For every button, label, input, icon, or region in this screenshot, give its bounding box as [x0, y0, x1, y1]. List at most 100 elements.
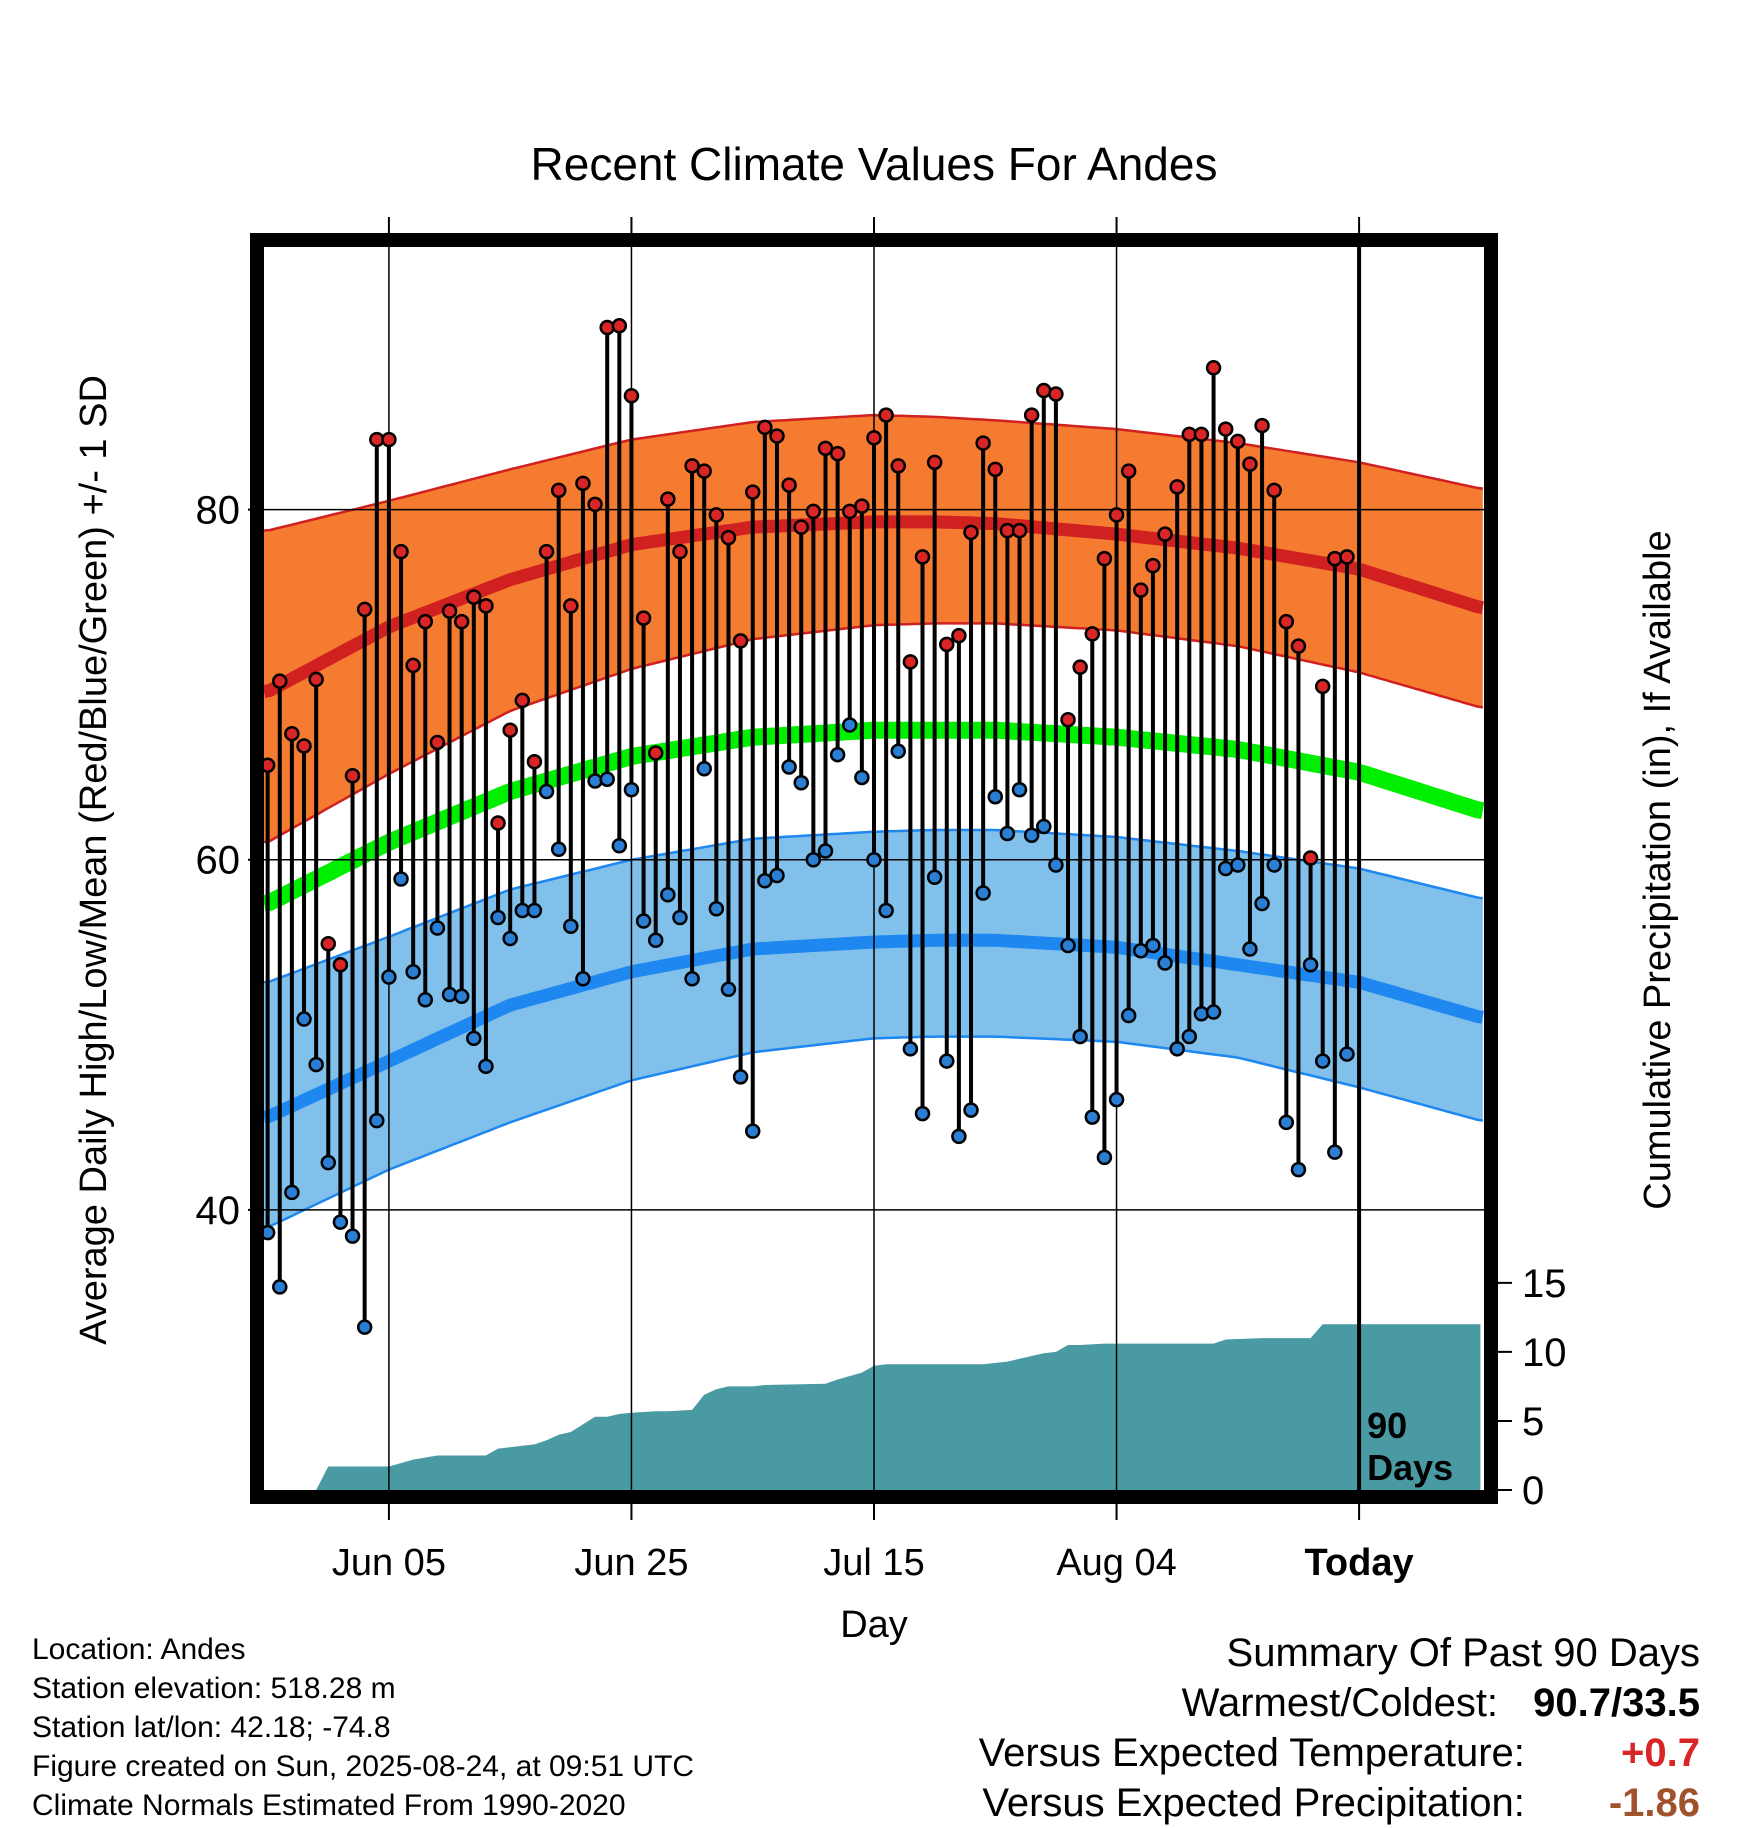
low-point	[1048, 857, 1064, 873]
high-point	[587, 496, 603, 513]
low-point	[769, 867, 785, 884]
high-point	[902, 654, 919, 670]
high-point	[284, 725, 300, 742]
low-point	[951, 1128, 967, 1145]
today-marker-label: 90	[1367, 1405, 1407, 1446]
low-point	[781, 759, 797, 775]
low-point	[1096, 1149, 1113, 1166]
high-point	[1120, 463, 1137, 479]
low-point	[914, 1105, 931, 1122]
created-text: Figure created on Sun, 2025-08-24, at 09…	[32, 1750, 695, 1783]
high-point	[1254, 417, 1270, 434]
low-point	[1266, 857, 1282, 873]
high-point	[1133, 582, 1149, 598]
low-point	[805, 851, 822, 868]
chart-title: Recent Climate Values For Andes	[531, 138, 1218, 190]
low-point	[720, 981, 737, 998]
low-point	[284, 1184, 300, 1201]
low-point	[1339, 1046, 1355, 1062]
low-point	[1084, 1109, 1101, 1125]
low-point	[1108, 1091, 1125, 1108]
low-point	[272, 1279, 288, 1295]
high-point	[611, 318, 628, 334]
high-point	[1242, 456, 1258, 472]
low-point	[1181, 1028, 1198, 1045]
high-point	[720, 529, 737, 546]
high-point	[744, 484, 761, 500]
high-point	[1011, 522, 1028, 539]
low-point	[1205, 1004, 1222, 1020]
warmest-coldest-label: Warmest/Coldest:	[1181, 1681, 1499, 1725]
low-point	[526, 902, 543, 919]
high-point	[599, 319, 615, 336]
high-point	[320, 936, 337, 952]
low-point	[417, 992, 434, 1008]
low-point	[1302, 957, 1319, 973]
low-point	[478, 1058, 494, 1075]
low-point	[817, 843, 834, 859]
low-point	[926, 869, 943, 886]
high-point	[1060, 711, 1076, 728]
low-point	[975, 885, 991, 901]
high-point	[708, 507, 725, 523]
low-point	[684, 971, 700, 987]
high-point	[939, 636, 955, 653]
today-marker-label: Days	[1367, 1447, 1453, 1488]
high-point	[793, 519, 809, 535]
x-tick-label: Today	[1305, 1542, 1414, 1584]
high-point	[264, 757, 276, 773]
high-point	[453, 613, 470, 630]
low-point	[453, 988, 470, 1005]
high-point	[393, 543, 409, 560]
low-point	[441, 986, 458, 1003]
low-point	[1230, 857, 1246, 873]
high-point	[296, 738, 312, 754]
low-point	[611, 837, 628, 854]
high-point	[1217, 421, 1234, 437]
high-point	[672, 543, 688, 560]
y-left-tick-label: 60	[196, 839, 241, 883]
low-point	[1060, 937, 1076, 954]
low-point	[987, 788, 1004, 805]
low-point	[599, 771, 615, 787]
high-point	[1266, 482, 1282, 499]
y-axis-label-right: Cumulative Precipitation (in), If Availa…	[1637, 530, 1679, 1209]
high-point	[526, 753, 543, 770]
high-point	[308, 671, 324, 688]
y-right-tick-label: 5	[1522, 1400, 1544, 1444]
low-point	[587, 773, 603, 789]
summary-panel: Summary Of Past 90 Days Warmest/Coldest:…	[979, 1628, 1700, 1828]
low-point	[1314, 1053, 1331, 1069]
high-point	[1278, 613, 1295, 630]
low-point	[635, 913, 652, 929]
high-point	[769, 428, 785, 444]
y-right-tick-label: 15	[1522, 1262, 1567, 1306]
low-point	[696, 760, 712, 777]
high-point	[1230, 433, 1246, 450]
high-point	[1290, 638, 1307, 654]
high-point	[502, 722, 518, 738]
x-tick-label: Jul 15	[823, 1542, 924, 1584]
high-point	[417, 613, 434, 630]
precip-value: -1.86	[1608, 1781, 1700, 1825]
low-point	[841, 717, 858, 733]
high-point	[696, 463, 712, 479]
low-point	[623, 781, 640, 798]
low-point	[708, 901, 725, 917]
high-point	[1205, 360, 1222, 376]
y-left-tick-label: 40	[196, 1189, 241, 1233]
high-point	[1157, 526, 1173, 542]
low-point	[866, 851, 882, 868]
high-point	[1339, 549, 1355, 565]
low-point	[538, 783, 555, 800]
high-point	[623, 388, 640, 404]
low-point	[647, 932, 664, 949]
low-point	[369, 1112, 385, 1129]
high-point	[914, 549, 931, 565]
low-point	[1145, 937, 1161, 954]
low-point	[264, 1224, 276, 1241]
warmest-coldest-row: Warmest/Coldest: 90.7/33.5	[979, 1678, 1700, 1728]
latlon-text: Station lat/lon: 42.18; -74.8	[32, 1711, 391, 1744]
low-point	[393, 871, 409, 887]
high-point	[332, 957, 349, 973]
